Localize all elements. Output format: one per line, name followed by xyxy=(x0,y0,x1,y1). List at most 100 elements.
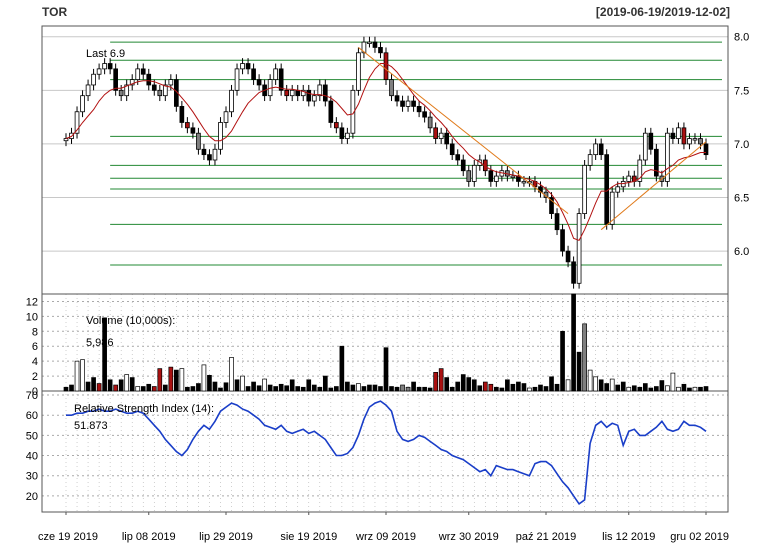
price-candle xyxy=(521,181,527,184)
price-candle xyxy=(565,250,571,263)
volume-bar xyxy=(289,379,295,392)
volume-bar xyxy=(394,386,400,392)
price-candle xyxy=(676,127,681,139)
price-candle xyxy=(229,89,234,113)
volume-bar xyxy=(361,386,367,392)
chart-date-range: [2019-06-19/2019-12-02] xyxy=(596,5,730,19)
price-candle xyxy=(85,84,91,97)
volume-bar xyxy=(499,387,505,392)
volume-panel-tick-label: 8 xyxy=(32,326,38,338)
price-candle xyxy=(118,89,124,97)
x-axis-label: wrz 30 2019 xyxy=(438,531,499,543)
volume-bar xyxy=(703,386,709,392)
price-candle xyxy=(256,79,262,86)
price-candle xyxy=(615,186,621,193)
price-candle xyxy=(416,106,422,113)
price-candle xyxy=(135,68,141,80)
volume-bar xyxy=(311,384,317,392)
volume-bar xyxy=(554,383,560,392)
volume-bar xyxy=(80,359,85,392)
volume-bar xyxy=(256,385,262,392)
price-candle xyxy=(648,132,654,150)
volume-bar xyxy=(427,387,433,392)
volume-bar xyxy=(631,385,637,392)
price-candle xyxy=(444,132,450,145)
volume-panel-tick-label: 0 xyxy=(32,386,38,398)
price-candle xyxy=(609,191,615,225)
price-candle xyxy=(400,100,405,107)
price-candle xyxy=(405,100,411,107)
price-candle xyxy=(223,111,229,123)
rsi-panel-tick-label: 20 xyxy=(26,491,38,503)
volume-bar xyxy=(455,381,461,392)
volume-bar xyxy=(273,386,278,392)
volume-bar xyxy=(278,383,284,392)
price-candle xyxy=(306,89,312,102)
price-candle xyxy=(300,89,306,97)
volume-bar xyxy=(284,385,290,392)
price-candle xyxy=(196,132,201,150)
price-candle xyxy=(251,68,256,80)
price-candle xyxy=(576,213,582,284)
price-candle xyxy=(113,68,118,91)
volume-bar xyxy=(317,386,323,392)
volume-bar xyxy=(389,386,394,392)
rsi-panel-tick-label: 70 xyxy=(26,390,38,402)
price-candle xyxy=(438,132,444,139)
volume-bar xyxy=(295,386,301,392)
volume-bar xyxy=(626,386,632,392)
volume-bar xyxy=(168,366,174,392)
last-price-label: Last 6.9 xyxy=(86,48,125,60)
volume-bar xyxy=(345,381,350,392)
volume-bar xyxy=(571,293,576,392)
price-candle xyxy=(510,175,516,178)
volume-bar xyxy=(334,386,339,392)
volume-bar xyxy=(162,384,168,392)
volume-bar xyxy=(560,330,565,392)
volume-bar xyxy=(372,384,378,392)
volume-bar xyxy=(223,382,229,392)
volume-bar xyxy=(378,386,383,392)
price-candle xyxy=(245,63,251,70)
price-candle xyxy=(549,197,554,215)
volume-bar xyxy=(118,379,124,392)
volume-bar xyxy=(444,377,450,392)
price-candle xyxy=(273,68,278,80)
price-candle xyxy=(394,95,400,102)
price-candle xyxy=(345,132,350,139)
volume-bar xyxy=(179,368,185,392)
volume-bar xyxy=(234,379,240,392)
rsi-panel-tick-label: 60 xyxy=(26,410,38,422)
volume-bar xyxy=(91,377,96,392)
volume-bar xyxy=(482,381,488,392)
volume-bar xyxy=(521,383,527,392)
volume-bar xyxy=(681,383,687,392)
volume-label: Volume (10,000s): xyxy=(86,315,175,327)
volume-bar xyxy=(576,351,582,392)
volume-bar xyxy=(527,387,532,392)
volume-bar xyxy=(488,383,494,392)
volume-bar xyxy=(433,371,438,392)
price-candle xyxy=(328,100,334,123)
volume-bar xyxy=(538,384,543,392)
volume-bar xyxy=(207,374,212,392)
price-candle xyxy=(80,95,85,113)
price-candle xyxy=(278,68,284,91)
volume-bar xyxy=(129,377,135,392)
volume-bar xyxy=(245,386,251,392)
volume-bar xyxy=(637,386,643,392)
price-candle xyxy=(74,111,80,134)
volume-bar xyxy=(411,381,416,392)
rsi-line xyxy=(66,400,707,506)
price-candle xyxy=(356,52,361,91)
volume-bar xyxy=(598,379,604,392)
price-panel-tick-label: 8.0 xyxy=(734,32,749,44)
moving-average-line xyxy=(65,63,706,242)
price-candle xyxy=(620,181,626,188)
price-candle xyxy=(334,122,339,129)
volume-bar xyxy=(687,387,692,392)
price-candle xyxy=(471,164,477,182)
volume-bar xyxy=(510,383,516,392)
